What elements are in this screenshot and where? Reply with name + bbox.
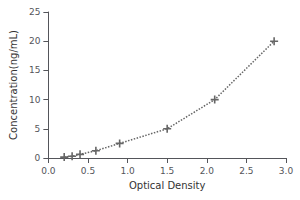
svg-text:Optical Density: Optical Density: [129, 180, 206, 191]
svg-text:1.0: 1.0: [120, 166, 135, 176]
svg-text:10: 10: [29, 95, 41, 105]
svg-text:0.0: 0.0: [41, 166, 56, 176]
svg-text:2.5: 2.5: [239, 166, 253, 176]
svg-text:0.5: 0.5: [81, 166, 95, 176]
svg-text:25: 25: [29, 7, 40, 17]
svg-text:0: 0: [35, 153, 41, 163]
svg-text:2.0: 2.0: [200, 166, 215, 176]
svg-text:1.5: 1.5: [160, 166, 174, 176]
svg-text:Concentration(ng/mL): Concentration(ng/mL): [8, 30, 19, 140]
svg-text:5: 5: [35, 124, 41, 134]
svg-text:3.0: 3.0: [279, 166, 294, 176]
svg-text:20: 20: [29, 36, 41, 46]
svg-text:15: 15: [29, 65, 40, 75]
